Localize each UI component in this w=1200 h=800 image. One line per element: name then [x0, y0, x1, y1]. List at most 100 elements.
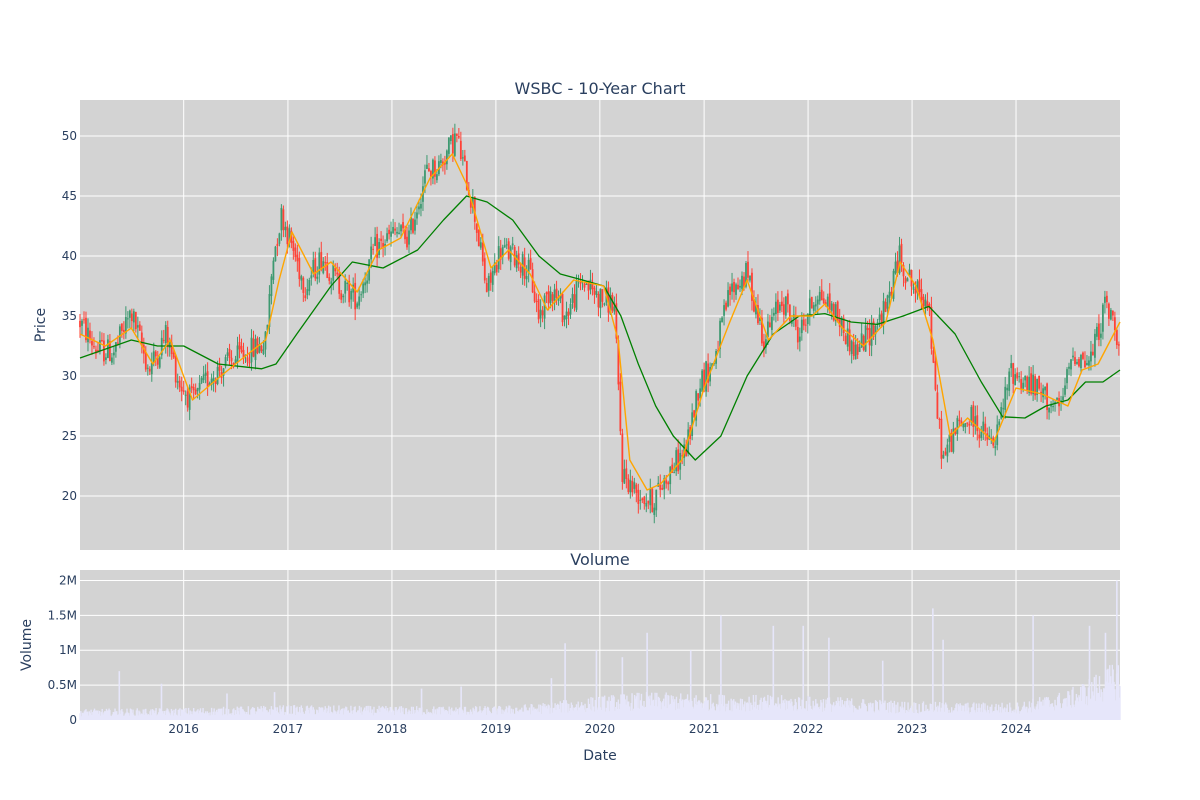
volume-bar — [856, 709, 859, 720]
volume-bar — [242, 709, 244, 720]
volume-bar — [680, 693, 682, 720]
volume-bar — [854, 707, 856, 720]
candle-body — [569, 303, 572, 315]
candle-body — [218, 364, 221, 371]
volume-bar — [614, 710, 616, 720]
volume-bar — [940, 707, 943, 720]
volume-bar — [1086, 705, 1089, 720]
candle-body — [440, 160, 442, 163]
candle-body — [778, 304, 781, 311]
volume-bar — [790, 698, 792, 720]
volume-bar — [635, 696, 638, 720]
volume-bar — [503, 710, 505, 720]
volume-bar — [895, 704, 897, 720]
candle-body — [396, 231, 398, 234]
candle-body — [806, 316, 809, 325]
volume-bar — [156, 715, 158, 720]
volume-bar — [1112, 669, 1114, 720]
volume-bar — [280, 709, 282, 720]
volume-bar — [122, 711, 124, 720]
volume-bar — [883, 702, 885, 720]
volume-bar — [387, 712, 390, 720]
candle-body — [118, 326, 121, 343]
candle-body — [1072, 355, 1074, 358]
candle-body — [122, 329, 125, 332]
candle-body — [310, 275, 313, 279]
volume-bar — [1115, 700, 1117, 720]
volume-bar — [89, 713, 91, 720]
volume-bar-spike — [273, 692, 276, 720]
volume-bar — [356, 712, 358, 720]
candle-body — [834, 304, 837, 322]
volume-bar — [845, 700, 848, 720]
volume-bar — [272, 709, 274, 720]
candle-body — [635, 484, 638, 493]
candle-body — [553, 289, 556, 303]
volume-bar — [1027, 712, 1029, 720]
volume-bar — [330, 711, 332, 720]
candle-body — [459, 140, 462, 160]
candle-body — [136, 325, 139, 328]
volume-bar — [439, 706, 441, 720]
volume-bar — [410, 714, 412, 720]
volume-bar — [705, 697, 708, 720]
volume-bar — [703, 708, 705, 720]
volume-bar — [427, 711, 430, 720]
volume-bar — [518, 710, 520, 720]
volume-bar — [1044, 699, 1047, 720]
volume-bar — [623, 694, 626, 720]
volume-bar — [786, 708, 789, 720]
volume-y-tick-label: 0.5M — [48, 678, 77, 692]
candle-body — [824, 302, 827, 305]
candle-body — [753, 299, 755, 312]
volume-bar — [373, 706, 375, 720]
candle-body — [603, 303, 606, 305]
volume-axis-title: Volume — [19, 619, 35, 671]
volume-bar-spike — [564, 643, 566, 720]
volume-bar — [793, 704, 796, 720]
volume-bar — [455, 707, 457, 720]
volume-bar — [280, 711, 283, 720]
candle-body — [940, 418, 943, 459]
candle-body — [721, 317, 723, 323]
candle-body — [426, 164, 428, 169]
volume-bar — [678, 708, 680, 720]
candle-body — [812, 305, 815, 311]
volume-bar — [796, 710, 798, 720]
volume-bar — [333, 705, 335, 720]
volume-bar — [625, 704, 627, 720]
volume-bar — [223, 714, 226, 720]
volume-bar — [1076, 697, 1078, 720]
volume-bar — [938, 702, 941, 720]
volume-bar — [312, 707, 314, 720]
candle-body — [723, 305, 725, 316]
volume-bar — [112, 711, 115, 720]
volume-bar — [651, 692, 653, 720]
candle-body — [300, 276, 303, 281]
volume-bar — [353, 707, 356, 720]
volume-bar — [875, 700, 878, 720]
volume-bar — [228, 714, 231, 720]
volume-bar — [651, 700, 654, 720]
volume-bar — [1097, 692, 1100, 720]
volume-bar — [657, 696, 660, 720]
volume-bar — [991, 712, 994, 720]
candle-body — [593, 287, 596, 295]
candle-body — [1022, 382, 1025, 389]
volume-bar — [811, 709, 814, 720]
candle-body — [284, 226, 287, 231]
volume-bar — [268, 711, 270, 720]
volume-bar — [869, 702, 872, 720]
candle-body — [1052, 406, 1054, 408]
volume-bar — [887, 712, 890, 720]
volume-bar — [862, 699, 864, 720]
volume-bar — [983, 709, 985, 720]
volume-bar — [567, 712, 569, 720]
candle-body — [430, 171, 432, 177]
volume-bar — [874, 700, 877, 720]
volume-bar — [826, 703, 828, 720]
volume-bar — [1038, 697, 1041, 720]
candle-body — [786, 293, 789, 305]
candle-body — [105, 357, 107, 360]
candle-body — [356, 303, 359, 308]
